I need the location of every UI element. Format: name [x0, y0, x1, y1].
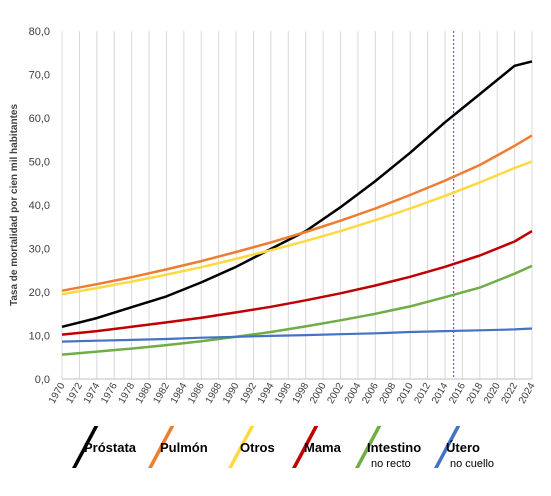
y-tick-labels: 0,0 10,0 20,0 30,0 40,0 50,0 60,0 70,0 80,0: [29, 26, 50, 386]
legend-label: Intestino: [367, 440, 422, 455]
y-tick-label: 0,0: [35, 374, 50, 386]
legend-label: Pulmón: [160, 440, 208, 455]
series-line-3: [61, 230, 533, 336]
series-line-5: [61, 327, 533, 343]
x-tick-label: 1970: [47, 381, 68, 406]
x-tick-label: 1984: [169, 381, 190, 406]
x-tick-label: 1996: [273, 381, 294, 406]
x-tick-labels: 1970197219741976197819801982198419861988…: [47, 381, 538, 406]
y-tick-label: 10,0: [29, 331, 50, 343]
y-tick-label: 80,0: [29, 26, 50, 38]
x-tick-label: 2016: [447, 381, 468, 406]
x-tick-label: 1976: [99, 381, 120, 406]
legend-label: Mama: [304, 440, 341, 455]
legend-sublabel: no recto: [371, 458, 411, 470]
x-tick-label: 1998: [291, 381, 312, 406]
x-tick-label: 1978: [117, 381, 138, 406]
x-tick-label: 2010: [395, 381, 416, 406]
y-tick-label: 70,0: [29, 70, 50, 82]
x-tick-label: 1982: [151, 381, 172, 406]
x-tick-label: 2022: [500, 381, 521, 406]
legend-label: Próstata: [84, 440, 137, 455]
x-tick-label: 2008: [378, 381, 399, 406]
x-tick-label: 1972: [64, 381, 85, 406]
series-lines: [61, 60, 533, 356]
series-line-4: [61, 264, 533, 356]
y-tick-label: 30,0: [29, 244, 50, 256]
x-tick-label: 2018: [465, 381, 486, 406]
x-tick-label: 1990: [221, 381, 242, 406]
y-tick-label: 50,0: [29, 157, 50, 169]
y-tick-label: 60,0: [29, 113, 50, 125]
x-tick-label: 2014: [430, 381, 451, 406]
series-line-0: [61, 60, 533, 329]
series-line-2: [61, 160, 533, 296]
x-tick-label: 2000: [308, 381, 329, 406]
legend-label: Útero: [446, 440, 480, 455]
x-tick-label: 2020: [482, 381, 503, 406]
legend-sublabel: no cuello: [450, 458, 495, 470]
x-tick-label: 2024: [517, 381, 538, 406]
x-tick-label: 1980: [134, 381, 155, 406]
y-tick-label: 40,0: [29, 200, 50, 212]
x-tick-label: 1986: [186, 381, 207, 406]
legend-label: Otros: [240, 440, 275, 455]
x-tick-label: 2004: [343, 381, 364, 406]
y-axis-label: Tasa de mortalidad por cien mil habitant…: [9, 104, 20, 307]
x-tick-label: 2012: [413, 381, 434, 406]
x-tick-label: 1988: [204, 381, 225, 406]
line-chart: 0,0 10,0 20,0 30,0 40,0 50,0 60,0 70,0 80,0 1970…: [9, 26, 538, 406]
series-line-1: [61, 134, 533, 292]
y-tick-label: 20,0: [29, 287, 50, 299]
vertical-gridlines: [61, 31, 533, 379]
x-tick-label: 1994: [256, 381, 277, 406]
x-tick-label: 1992: [238, 381, 259, 406]
x-tick-label: 1974: [82, 381, 103, 406]
x-tick-label: 2006: [360, 381, 381, 406]
legend: Próstata Pulmón Otros Mama Intestino no recto…: [0, 418, 551, 496]
x-tick-label: 2002: [325, 381, 346, 406]
